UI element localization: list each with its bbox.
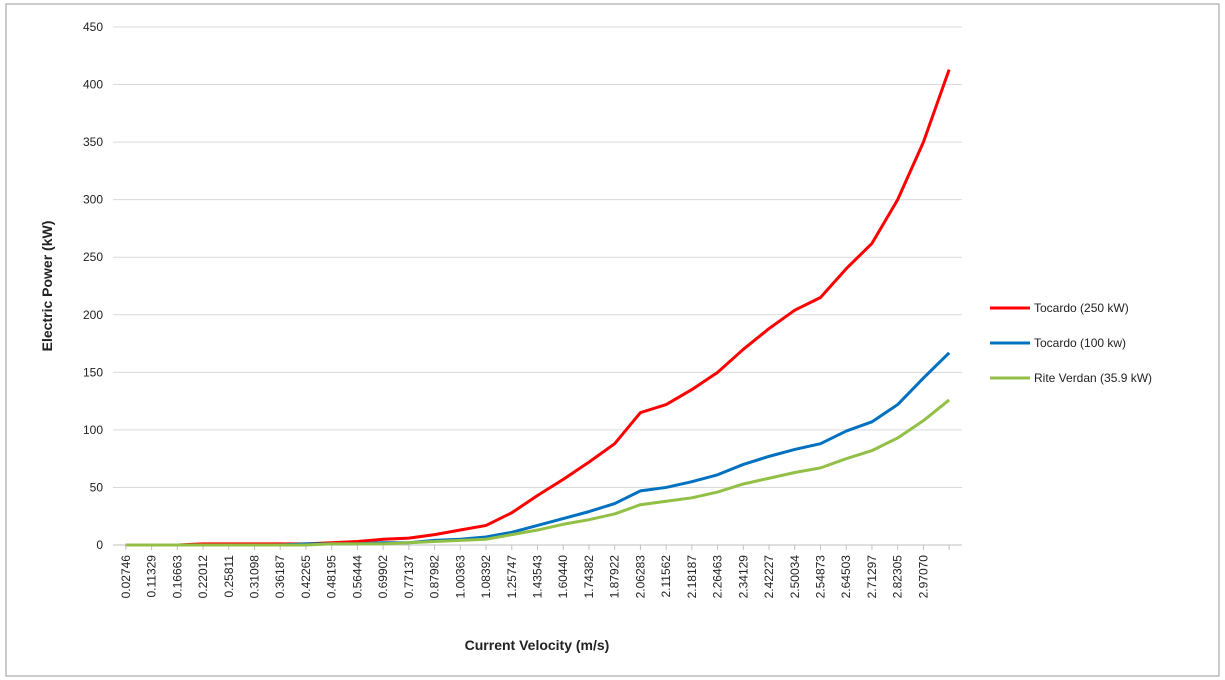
y-tick-label: 150 (83, 365, 103, 379)
x-tick-label: 2.06283 (633, 555, 647, 599)
x-tick-label: 2.50034 (788, 555, 802, 599)
x-tick-label: 2.18187 (685, 555, 699, 599)
x-tick-label: 2.42227 (762, 555, 776, 599)
x-tick-label: 0.22012 (196, 555, 210, 599)
x-tick-label: 1.08392 (479, 555, 493, 599)
x-tick-label: 1.00363 (453, 555, 467, 599)
x-tick-label: 1.43543 (531, 555, 545, 599)
x-tick-label: 2.54873 (814, 555, 828, 599)
y-tick-label: 350 (83, 135, 103, 149)
y-tick-label: 0 (96, 538, 103, 552)
y-tick-label: 450 (83, 20, 103, 34)
x-axis-title: Current Velocity (m/s) (465, 637, 610, 653)
x-tick-label: 0.11329 (145, 555, 159, 598)
x-tick-label: 0.56444 (350, 555, 364, 599)
x-tick-label: 1.25747 (505, 555, 519, 599)
x-tick-label: 2.34129 (736, 555, 750, 599)
x-tick-label: 0.16663 (170, 555, 184, 599)
x-tick-label: 0.31098 (248, 555, 262, 599)
x-tick-label: 1.74382 (582, 555, 596, 599)
chart-frame (5, 3, 1220, 677)
y-tick-label: 50 (90, 480, 104, 494)
x-tick-label: 0.69902 (376, 555, 390, 599)
x-tick-label: 2.64503 (839, 555, 853, 599)
x-tick-label: 0.36187 (273, 555, 287, 599)
legend-label: Tocardo (100 kw) (1034, 336, 1126, 350)
x-tick-label: 1.60440 (556, 555, 570, 599)
x-tick-label: 2.11562 (659, 555, 673, 598)
legend-label: Tocardo (250 kW) (1034, 301, 1129, 315)
x-tick-label: 0.02746 (119, 555, 133, 599)
y-tick-label: 200 (83, 308, 103, 322)
x-tick-label: 0.87982 (428, 555, 442, 599)
y-tick-label: 250 (83, 250, 103, 264)
x-tick-label: 0.25811 (222, 555, 236, 598)
y-axis-title: Electric Power (kW) (39, 221, 55, 352)
y-tick-label: 300 (83, 193, 103, 207)
x-tick-label: 2.71297 (865, 555, 879, 599)
x-tick-label: 0.48195 (325, 555, 339, 599)
x-tick-label: 2.26463 (711, 555, 725, 599)
x-tick-label: 2.97070 (916, 555, 930, 599)
y-tick-label: 100 (83, 423, 103, 437)
x-tick-label: 2.82305 (891, 555, 905, 599)
x-tick-label: 0.77137 (402, 555, 416, 599)
x-tick-label: 0.42265 (299, 555, 313, 599)
x-tick-label: 1.87922 (608, 555, 622, 599)
line-series (125, 398, 951, 547)
legend-label: Rite Verdan (35.9 kW) (1034, 371, 1152, 385)
y-tick-label: 400 (83, 78, 103, 92)
